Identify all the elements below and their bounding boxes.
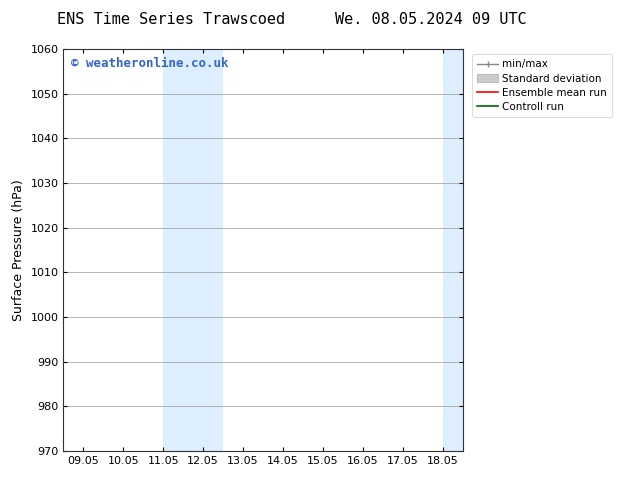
Legend: min/max, Standard deviation, Ensemble mean run, Controll run: min/max, Standard deviation, Ensemble me… [472,54,612,117]
Y-axis label: Surface Pressure (hPa): Surface Pressure (hPa) [12,179,25,321]
Bar [183,49,223,451]
Bar [164,49,183,451]
Text: ENS Time Series Trawscoed: ENS Time Series Trawscoed [57,12,285,27]
Bar [443,49,463,451]
Text: We. 08.05.2024 09 UTC: We. 08.05.2024 09 UTC [335,12,527,27]
Text: © weatheronline.co.uk: © weatheronline.co.uk [72,57,229,70]
